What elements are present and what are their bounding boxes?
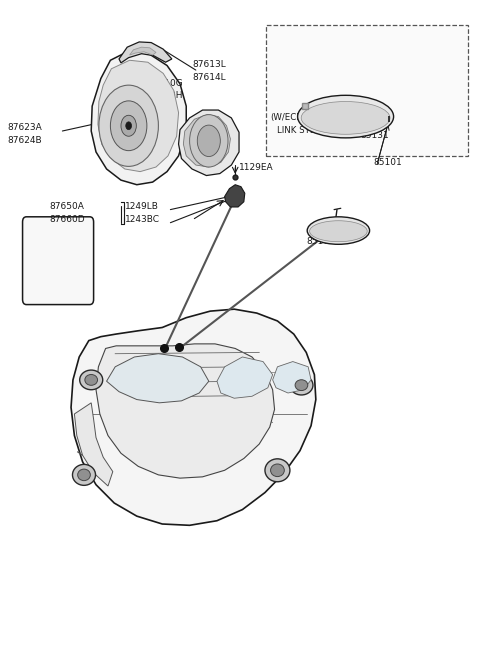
Text: 87613L: 87613L [192, 60, 226, 69]
Text: 85101: 85101 [373, 158, 402, 167]
Text: 87610H: 87610H [148, 91, 183, 100]
Text: 87660D: 87660D [49, 215, 84, 224]
FancyBboxPatch shape [266, 25, 468, 156]
Ellipse shape [290, 375, 313, 395]
Ellipse shape [271, 464, 284, 477]
Circle shape [190, 115, 228, 167]
Ellipse shape [78, 469, 90, 481]
Ellipse shape [301, 102, 390, 134]
Circle shape [99, 85, 158, 166]
Text: 85101: 85101 [306, 236, 335, 246]
Polygon shape [217, 357, 273, 398]
Polygon shape [96, 344, 275, 478]
Circle shape [121, 115, 136, 136]
Text: 85131: 85131 [360, 131, 389, 140]
Polygon shape [225, 185, 245, 207]
Polygon shape [119, 42, 172, 63]
Ellipse shape [295, 380, 308, 390]
Polygon shape [130, 47, 156, 55]
Text: 87610G: 87610G [148, 79, 183, 88]
Polygon shape [74, 403, 113, 486]
Polygon shape [71, 309, 316, 525]
Polygon shape [179, 110, 239, 176]
Ellipse shape [85, 375, 97, 385]
Ellipse shape [298, 96, 394, 138]
Polygon shape [183, 115, 230, 167]
Text: 1243BC: 1243BC [125, 215, 160, 224]
Text: (W/ECM+HOME: (W/ECM+HOME [270, 113, 337, 122]
Polygon shape [273, 362, 311, 393]
Ellipse shape [310, 221, 367, 242]
Text: 1249LB: 1249LB [125, 202, 159, 211]
Ellipse shape [80, 370, 103, 390]
Text: 87650A: 87650A [49, 202, 84, 211]
Ellipse shape [72, 464, 96, 485]
Text: 87614L: 87614L [192, 73, 226, 82]
Polygon shape [98, 60, 179, 172]
Text: 1129EA: 1129EA [239, 162, 273, 172]
Polygon shape [107, 354, 209, 403]
Circle shape [126, 122, 132, 130]
Text: LINK SYSTEM): LINK SYSTEM) [277, 126, 337, 136]
Circle shape [197, 125, 220, 157]
Polygon shape [91, 51, 186, 185]
Ellipse shape [265, 458, 290, 482]
Ellipse shape [307, 217, 370, 244]
FancyBboxPatch shape [23, 217, 94, 305]
Circle shape [110, 101, 147, 151]
Text: 87624B: 87624B [7, 136, 42, 145]
Text: 87623A: 87623A [7, 123, 42, 132]
